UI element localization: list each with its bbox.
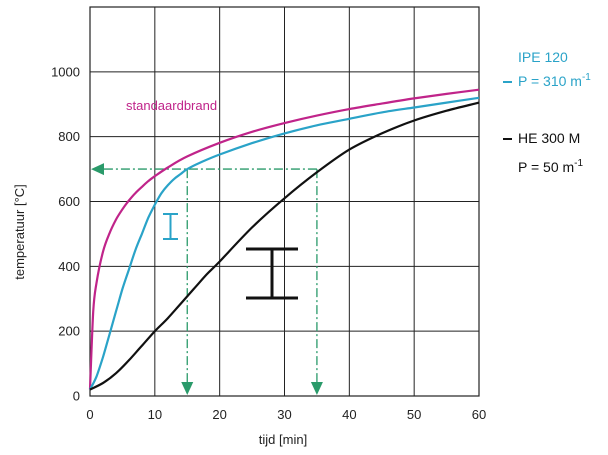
ipe-profile-icon [163, 213, 178, 240]
legend-he-name: HE 300 M [518, 130, 580, 146]
plot-frame [89, 6, 480, 397]
series-line-1 [89, 96, 480, 391]
legend-ipe-name: IPE 120 [518, 49, 568, 65]
x-tick-label-5: 50 [407, 407, 421, 422]
x-tick-label-0: 0 [86, 407, 93, 422]
standaardbrand-label: standaardbrand [126, 98, 217, 113]
x-axis-label: tijd [min] [259, 432, 307, 447]
x-tick-label-6: 60 [472, 407, 486, 422]
x-tick-label-1: 10 [148, 407, 162, 422]
he-profile-icon [246, 247, 298, 300]
guide-arrow-down-0 [181, 382, 194, 395]
x-tick-label-2: 20 [212, 407, 226, 422]
x-axis-ticks: 0 10 20 30 40 50 60 [86, 407, 486, 422]
guide-arrow-down-1 [310, 382, 323, 395]
y-tick-label-3: 600 [58, 194, 80, 209]
legend: IPE 120 P = 310 m-1 HE 300 M P = 50 m-1 [503, 49, 591, 175]
y-tick-label-2: 400 [58, 259, 80, 274]
plot-border [89, 6, 480, 397]
legend-he-sub: P = 50 m-1 [518, 158, 584, 175]
x-tick-label-3: 30 [277, 407, 291, 422]
series-line-2 [89, 101, 480, 391]
y-axis-label: temperatuur [°C] [12, 184, 27, 280]
series-line-0 [88, 88, 480, 390]
legend-ipe-sub: P = 310 m-1 [518, 72, 591, 89]
guide-lines [91, 163, 323, 395]
y-tick-label-4: 800 [58, 129, 80, 144]
series-lines [88, 88, 480, 391]
y-tick-label-1: 200 [58, 324, 80, 339]
y-tick-label-5: 1000 [51, 64, 80, 79]
x-tick-label-4: 40 [342, 407, 356, 422]
guide-arrow-left [91, 163, 104, 176]
y-tick-label-0: 0 [73, 389, 80, 404]
y-axis-ticks: 0 200 400 600 800 1000 [51, 64, 80, 403]
